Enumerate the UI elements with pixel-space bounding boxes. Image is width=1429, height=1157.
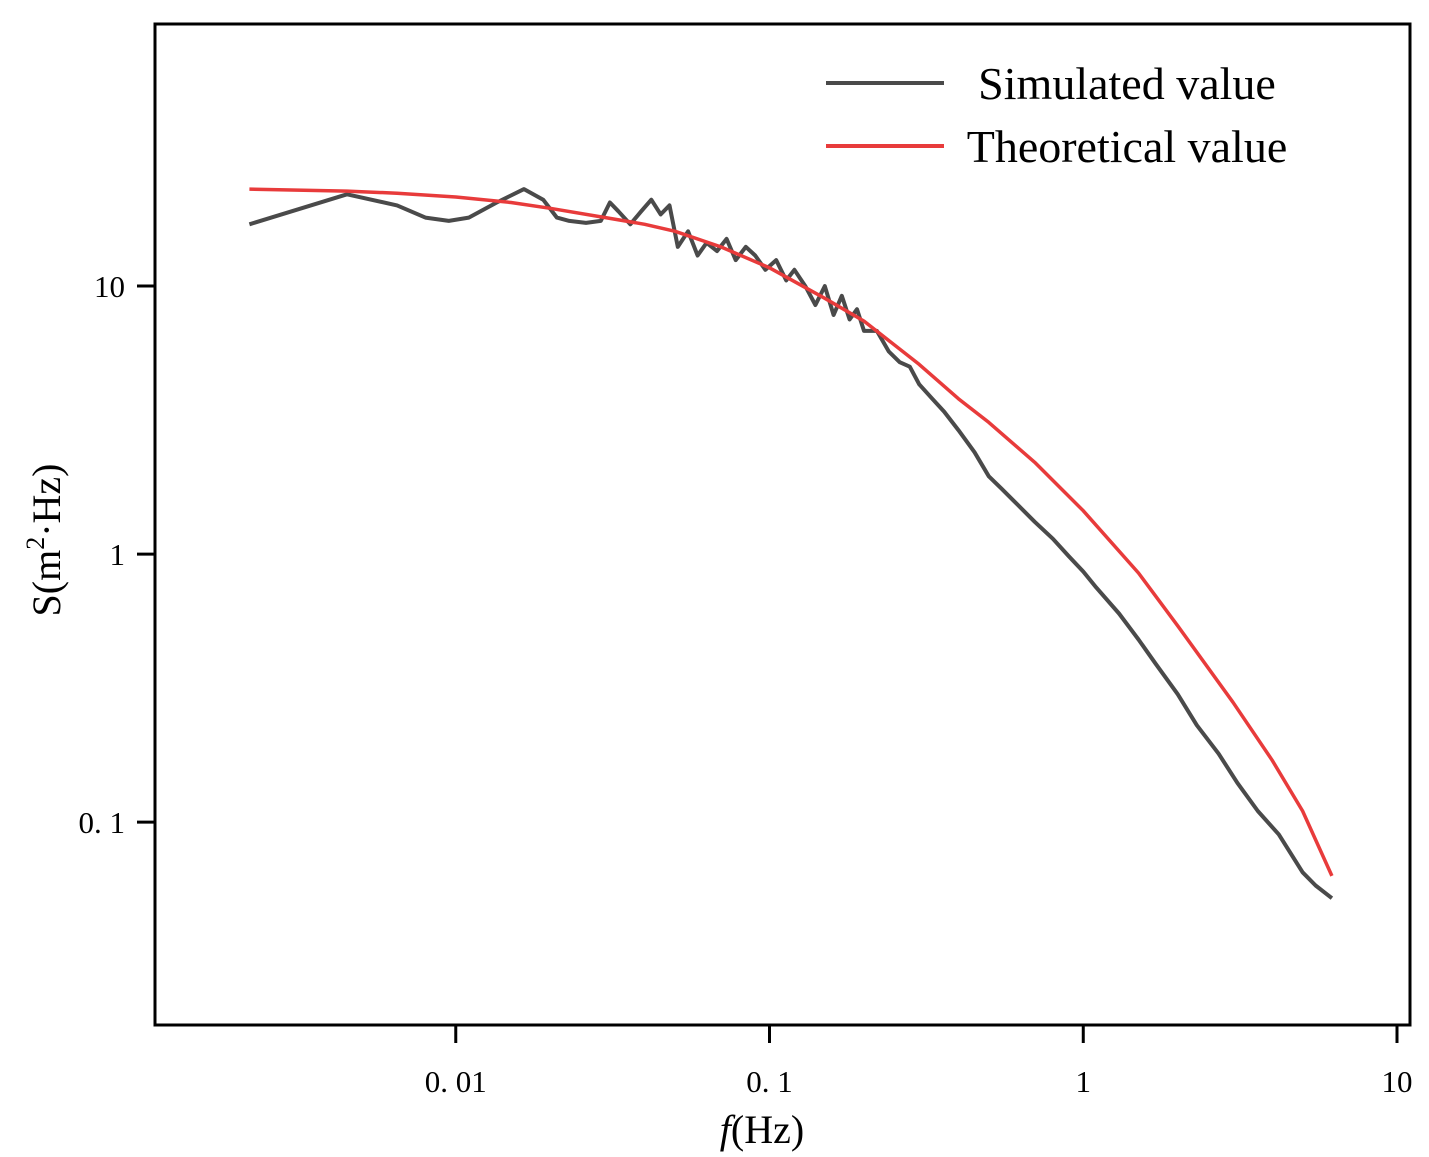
legend: Simulated value Theoretical value [826,58,1287,172]
x-axis-title: f(Hz) [720,1107,804,1152]
x-axis-title-rest: (Hz) [731,1107,804,1152]
legend-label-simulated-value: Simulated value [978,58,1276,109]
y-axis-title: S(m2·Hz) [21,464,69,617]
y-tick-label: 10 [94,269,125,304]
x-tick-label: 0. 01 [425,1064,487,1099]
y-tick-label: 0. 1 [79,805,126,840]
x-tick-label: 1 [1076,1064,1092,1099]
x-tick-label: 0. 1 [746,1064,793,1099]
series-line-theoretical-value [249,187,1334,877]
y-axis-title-main: S(m [24,550,69,617]
y-axis-title-end: ·Hz) [24,464,69,537]
ticks-layer: 0. 01 0. 1 1 10 0. 1 1 10 [79,269,1413,1099]
legend-label-theoretical-value: Theoretical value [967,121,1288,172]
y-tick-label: 1 [110,537,126,572]
y-axis-title-sup: 2 [21,537,50,550]
series-layer [248,187,1334,900]
x-tick-label: 10 [1382,1064,1413,1099]
plot-frame [153,22,1412,1027]
